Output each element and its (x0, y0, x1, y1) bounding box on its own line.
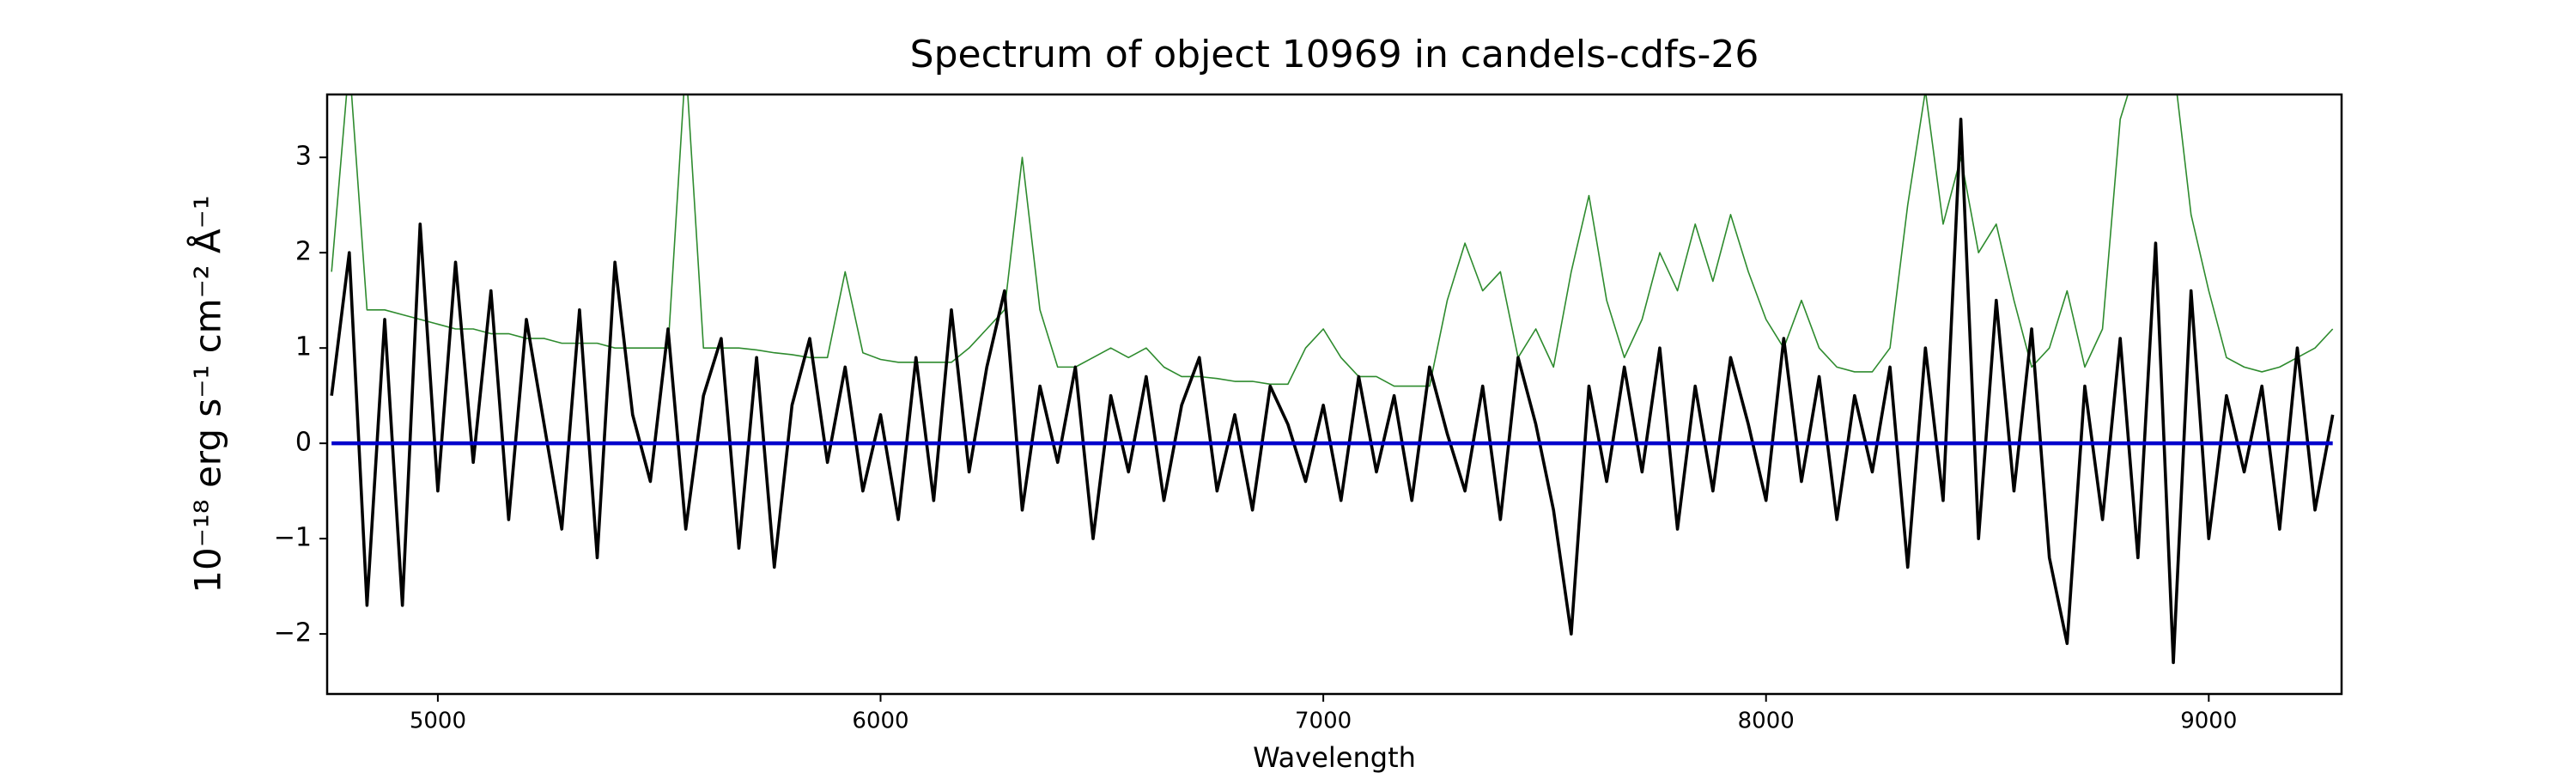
y-tick-label: 3 (295, 142, 312, 172)
y-tick-label: −1 (274, 523, 312, 553)
y-tick-label: 2 (295, 237, 312, 267)
plot-frame (325, 93, 2343, 696)
chart-title: Spectrum of object 10969 in candels-cdfs… (910, 33, 1759, 76)
x-tick-label: 9000 (2180, 709, 2237, 734)
x-tick-label: 6000 (852, 709, 908, 734)
spectrum-line (330, 118, 2335, 665)
plot-area (330, 94, 2335, 665)
x-tick-label: 5000 (410, 709, 466, 734)
y-tick-label: −2 (274, 618, 312, 648)
x-tick-label: 7000 (1295, 709, 1352, 734)
y-tick-label: 1 (295, 332, 312, 362)
x-tick-label: 8000 (1738, 709, 1795, 734)
x-axis-label: Wavelength (1253, 741, 1416, 773)
y-tick-label: 0 (295, 428, 312, 458)
y-axis-label: 10⁻¹⁸ erg s⁻¹ cm⁻² Å⁻¹ (186, 195, 229, 593)
